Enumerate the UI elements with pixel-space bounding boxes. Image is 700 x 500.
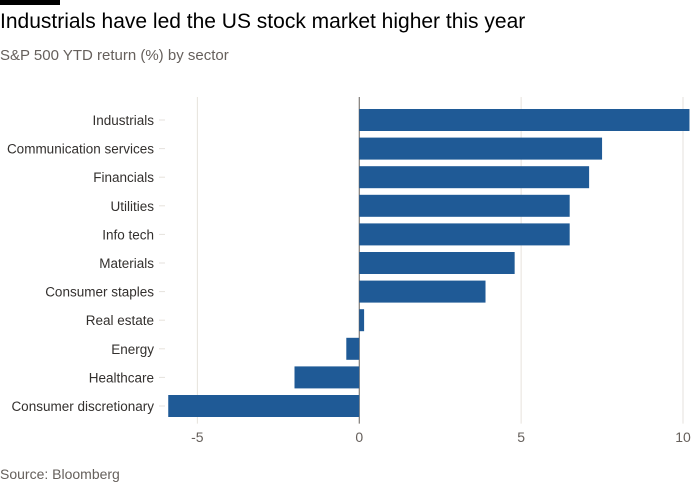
x-tick-label: 10 — [675, 429, 691, 445]
bars — [168, 109, 690, 417]
category-label: Communication services — [7, 142, 154, 157]
bar — [359, 223, 570, 246]
bar — [359, 252, 515, 274]
category-label: Real estate — [86, 313, 154, 328]
bar — [359, 109, 690, 131]
x-tick-label: 0 — [355, 429, 363, 445]
category-label: Energy — [111, 342, 154, 357]
category-labels: Industrials Communication services Financi… — [7, 113, 154, 414]
category-label: Utilities — [110, 199, 154, 214]
category-label: Financials — [93, 170, 154, 185]
bar — [294, 366, 360, 389]
category-label: Industrials — [92, 113, 154, 128]
category-label: Consumer staples — [45, 285, 154, 300]
bar — [359, 137, 603, 160]
x-tick-label: 5 — [517, 429, 525, 445]
chart-subtitle: S&P 500 YTD return (%) by sector — [0, 47, 229, 64]
category-label: Materials — [99, 256, 154, 271]
category-label: Healthcare — [89, 370, 154, 385]
bar — [359, 280, 486, 303]
x-tick-label: -5 — [191, 429, 204, 445]
bar — [346, 337, 360, 360]
bar — [359, 166, 590, 189]
bar — [359, 194, 570, 217]
source-note: Source: Bloomberg — [0, 466, 120, 482]
category-label: Consumer discretionary — [11, 399, 154, 414]
x-axis-ticks: -5 0 5 10 — [191, 429, 691, 445]
brand-accent-bar — [0, 0, 60, 5]
bar — [359, 309, 365, 332]
bar — [168, 395, 360, 417]
chart-title: Industrials have led the US stock market… — [0, 10, 526, 33]
bar-chart: Industrials Communication services Financi… — [7, 97, 691, 445]
category-label: Info tech — [102, 227, 154, 242]
